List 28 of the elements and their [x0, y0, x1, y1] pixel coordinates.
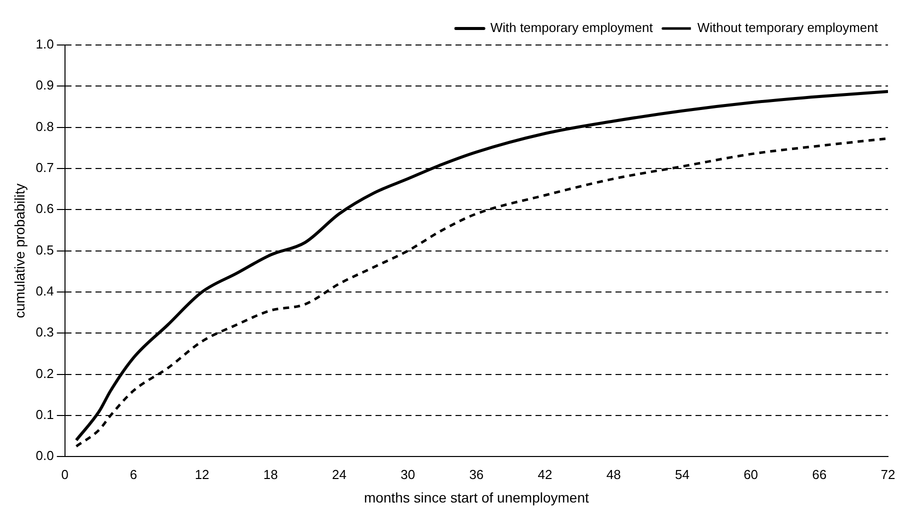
x-tick-label: 30 — [400, 466, 416, 482]
y-tick-label: 0.6 — [36, 201, 54, 216]
y-tick-label: 0.9 — [36, 78, 54, 93]
y-axis-title: cumulative probability — [11, 183, 28, 318]
x-tick-label: 54 — [674, 466, 690, 482]
x-tick-label: 24 — [332, 466, 346, 482]
x-tick-label: 60 — [744, 466, 758, 482]
y-tick-label: 0.3 — [36, 324, 54, 340]
x-axis-title: months since start of unemployment — [364, 489, 589, 506]
y-tick-label: 0.8 — [36, 118, 54, 134]
y-tick-label: 0.0 — [36, 448, 54, 464]
y-tick-label: 0.7 — [36, 160, 54, 176]
y-tick-label: 0.1 — [36, 407, 54, 422]
y-tick-label: 0.4 — [36, 284, 54, 299]
x-tick-label: 72 — [880, 466, 896, 482]
x-tick-label: 0 — [61, 466, 68, 482]
x-tick-label: 36 — [469, 466, 484, 482]
y-tick-label: 0.2 — [36, 366, 54, 381]
x-tick-label: 18 — [263, 466, 278, 482]
x-tick-label: 6 — [130, 466, 138, 482]
y-tick-label: 1.0 — [36, 36, 54, 52]
y-tick-label: 0.5 — [36, 242, 54, 258]
x-tick-label: 42 — [538, 466, 552, 482]
x-tick-label: 48 — [606, 466, 621, 482]
legend-label: Without temporary employment — [697, 20, 878, 36]
legend-label: With temporary employment — [490, 20, 654, 36]
x-tick-label: 66 — [812, 466, 827, 482]
x-tick-label: 12 — [194, 466, 210, 482]
